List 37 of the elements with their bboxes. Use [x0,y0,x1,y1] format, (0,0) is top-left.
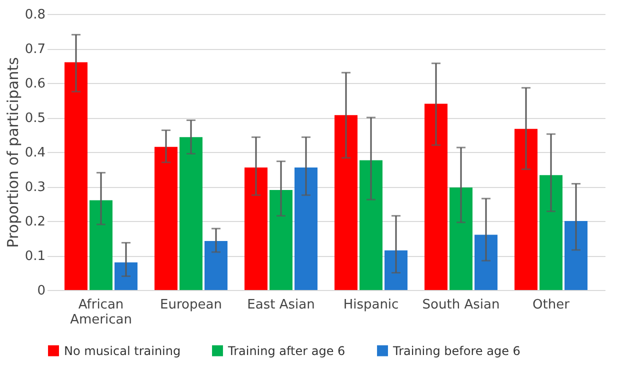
bar [90,200,112,290]
bar [204,241,228,290]
bar [424,104,448,290]
y-tick-label: 0.7 [24,42,46,57]
y-axis-title: Proportion of participants [4,56,22,248]
bar [180,137,202,290]
legend-label: No musical training [64,344,181,358]
legend-label: Training after age 6 [227,344,346,358]
y-tick-label: 0.5 [24,111,46,126]
bar [514,128,538,290]
legend-label: Training before age 6 [392,344,520,358]
bar [334,115,358,290]
x-tick-label: South Asian [422,298,500,312]
bar [294,168,318,290]
y-tick-label: 0.4 [24,146,46,160]
y-tick-label: 0.3 [24,180,46,195]
x-tick-label: African American [70,298,132,328]
bar [384,250,408,290]
bar [540,175,562,290]
bar [114,262,138,290]
bar [270,190,292,290]
bar [360,160,382,290]
y-tick-label: 0 [37,284,46,298]
bar [154,146,178,290]
y-tick-label: 0.2 [24,214,46,230]
x-tick-label: East Asian [247,298,315,312]
bar [564,221,588,290]
bar [64,62,88,290]
y-tick-label: 0.6 [24,76,46,92]
bar [450,188,472,290]
bar [474,234,498,290]
y-tick-label: 0.8 [24,8,46,22]
x-tick-label: European [160,298,222,312]
bar [244,168,268,290]
x-tick-label: Hispanic [343,298,399,312]
y-tick-label: 0.1 [24,249,46,264]
x-tick-label: Other [532,298,570,312]
